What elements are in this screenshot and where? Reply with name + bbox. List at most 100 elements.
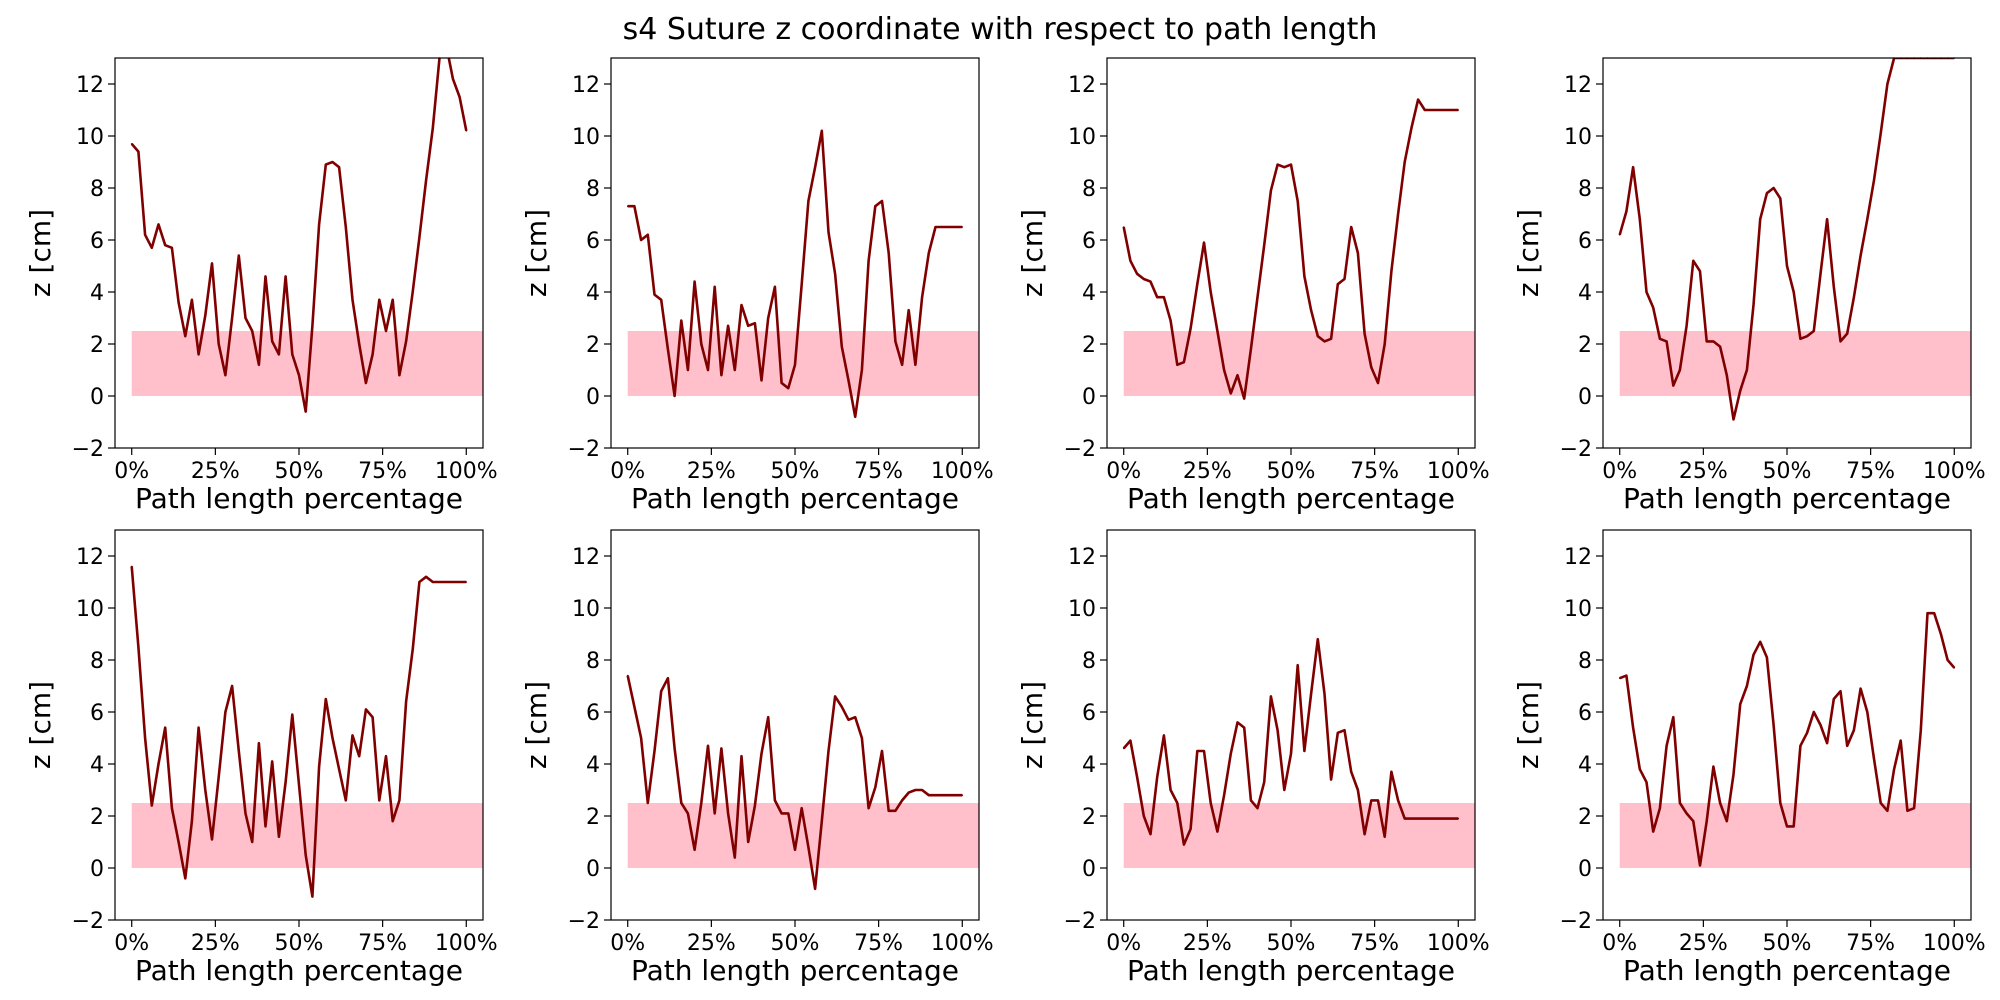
subplot-8: 0% 25% 50% 75% 100% −2 0 2 4 6 8 10 12 Path length pe… bbox=[1512, 529, 1986, 987]
data-point bbox=[1699, 864, 1701, 867]
data-point bbox=[1746, 369, 1748, 371]
data-point bbox=[894, 810, 897, 812]
x-tick-label: 75% bbox=[1350, 459, 1399, 484]
data-point bbox=[271, 760, 274, 763]
data-point bbox=[767, 716, 770, 718]
x-axis-label: Path length percentage bbox=[1127, 482, 1455, 515]
data-point bbox=[311, 895, 314, 898]
data-point bbox=[371, 716, 374, 718]
data-point bbox=[391, 820, 394, 822]
y-tick-label: 4 bbox=[90, 753, 104, 778]
data-point bbox=[378, 299, 381, 301]
y-tick-label: 12 bbox=[572, 545, 600, 570]
data-point bbox=[713, 286, 716, 288]
data-point bbox=[458, 581, 461, 583]
x-axis-label: Path length percentage bbox=[631, 954, 959, 987]
subplot-5: 0% 25% 50% 75% 100% −2 0 2 4 6 8 10 12 Path length pe… bbox=[24, 529, 498, 987]
data-point bbox=[707, 745, 709, 747]
data-point bbox=[907, 309, 910, 312]
data-point bbox=[144, 737, 146, 739]
data-point bbox=[707, 369, 709, 371]
data-point bbox=[452, 581, 454, 583]
data-point bbox=[1766, 656, 1768, 659]
y-tick-label: 2 bbox=[1082, 333, 1096, 358]
data-point bbox=[130, 143, 133, 145]
data-point bbox=[787, 387, 790, 390]
data-point bbox=[733, 856, 736, 859]
data-point bbox=[157, 223, 160, 226]
data-point bbox=[231, 685, 233, 687]
data-point bbox=[1853, 729, 1855, 731]
data-point bbox=[251, 330, 253, 332]
x-tick-label: 25% bbox=[1679, 931, 1728, 956]
data-point bbox=[754, 804, 756, 807]
y-tick-label: 6 bbox=[90, 229, 104, 254]
x-tick-label: 50% bbox=[771, 459, 820, 484]
x-tick-label: 75% bbox=[854, 459, 903, 484]
data-point bbox=[1256, 807, 1259, 809]
data-point bbox=[1430, 817, 1433, 820]
data-point bbox=[1759, 641, 1762, 643]
data-point bbox=[720, 374, 723, 377]
data-point bbox=[633, 706, 636, 708]
data-point bbox=[1886, 810, 1889, 812]
data-point bbox=[1645, 781, 1648, 783]
data-point bbox=[647, 802, 649, 804]
subplot-3: 0% 25% 50% 75% 100% −2 0 2 4 6 8 10 12 Path length pe… bbox=[1016, 57, 1490, 515]
data-point bbox=[425, 576, 427, 578]
data-point bbox=[1819, 273, 1822, 275]
data-point bbox=[151, 247, 153, 249]
data-point bbox=[318, 765, 320, 768]
data-point bbox=[1270, 189, 1272, 192]
data-point bbox=[1410, 127, 1413, 129]
data-point bbox=[1276, 729, 1279, 731]
data-point bbox=[1316, 335, 1319, 338]
x-tick-label: 0% bbox=[610, 931, 645, 956]
data-point bbox=[1169, 319, 1172, 322]
subplot-2: 0% 25% 50% 75% 100% −2 0 2 4 6 8 10 12 Path length pe… bbox=[520, 57, 994, 515]
data-point bbox=[874, 205, 877, 207]
y-axis-label: z [cm] bbox=[24, 681, 57, 769]
y-tick-label: 6 bbox=[586, 701, 600, 726]
data-point bbox=[1263, 244, 1266, 246]
data-point bbox=[1149, 280, 1152, 283]
data-point bbox=[774, 286, 776, 288]
y-tick-label: 6 bbox=[1082, 229, 1096, 254]
data-point bbox=[767, 317, 770, 319]
x-tick-label: 100% bbox=[435, 459, 498, 484]
data-point bbox=[1799, 745, 1802, 747]
data-point bbox=[948, 794, 950, 796]
data-point bbox=[1290, 752, 1292, 755]
x-tick-label: 50% bbox=[771, 931, 820, 956]
data-point bbox=[827, 750, 830, 752]
data-point bbox=[311, 325, 314, 327]
data-point bbox=[157, 763, 160, 765]
data-point bbox=[1290, 163, 1292, 166]
data-point bbox=[331, 737, 334, 739]
data-point bbox=[1792, 825, 1795, 828]
data-point bbox=[914, 364, 917, 366]
y-tick-label: −2 bbox=[72, 909, 104, 934]
data-point bbox=[365, 382, 367, 384]
data-point bbox=[258, 364, 260, 366]
data-point bbox=[1129, 739, 1132, 742]
data-point bbox=[130, 565, 133, 568]
data-point bbox=[1223, 794, 1225, 796]
y-tick-label: 12 bbox=[76, 73, 104, 98]
data-point bbox=[820, 130, 823, 132]
data-point bbox=[1679, 802, 1681, 804]
data-point bbox=[700, 802, 703, 804]
x-tick-label: 25% bbox=[1679, 459, 1728, 484]
data-point bbox=[177, 841, 180, 843]
data-point bbox=[1752, 304, 1755, 306]
data-point bbox=[1370, 799, 1373, 802]
data-point bbox=[800, 807, 803, 809]
data-point bbox=[667, 677, 669, 679]
data-point bbox=[1250, 799, 1252, 802]
data-point bbox=[1216, 830, 1219, 833]
x-tick-label: 50% bbox=[1267, 459, 1316, 484]
data-point bbox=[1236, 721, 1239, 724]
data-point bbox=[1746, 685, 1748, 687]
data-point bbox=[1859, 254, 1862, 257]
